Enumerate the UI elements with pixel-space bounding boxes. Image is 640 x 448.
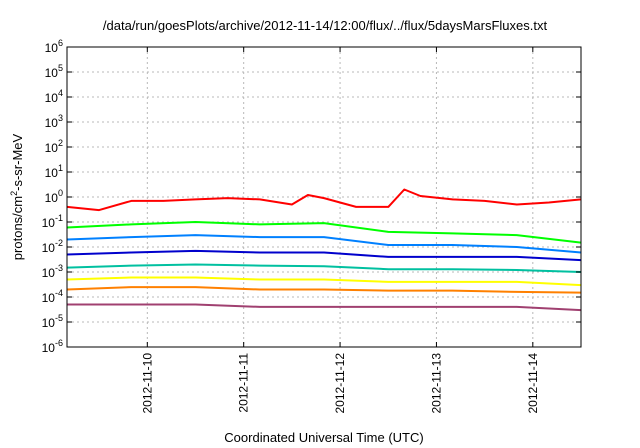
series-line-2 — [66, 221, 582, 244]
series-line-5 — [66, 263, 582, 273]
series-line-7 — [66, 286, 582, 294]
y-tick-label: 104 — [45, 88, 63, 105]
x-tick-label: 2012-11-14 — [526, 353, 540, 414]
y-tick-label: 100 — [45, 188, 63, 205]
y-axis-label: protons/cm2-s-sr-MeV — [9, 133, 25, 260]
y-tick-label: 10-5 — [42, 313, 63, 330]
y-tick-label: 10-2 — [42, 238, 63, 255]
chart-title: /data/run/goesPlots/archive/2012-11-14/1… — [103, 18, 548, 33]
y-tick-label: 10-1 — [42, 213, 63, 230]
series-line-4 — [66, 249, 582, 262]
y-tick-label: 103 — [45, 113, 63, 130]
series-lines — [66, 188, 582, 312]
x-tick-label: 2012-11-11 — [237, 353, 251, 413]
x-axis: 2012-11-10 2012-11-11 2012-11-12 2012-11-13… — [140, 47, 540, 414]
y-axis: 10-6 10-5 10-4 10-3 10-2 10-1 100 101 102 103 104 1… — [42, 38, 581, 355]
series-line-6 — [66, 276, 582, 287]
y-tick-label: 10-6 — [42, 338, 63, 355]
series-line-8 — [67, 303, 582, 312]
y-tick-label: 106 — [45, 38, 63, 55]
y-tick-label: 105 — [45, 63, 63, 80]
series-line-1 — [66, 188, 582, 212]
y-tick-label: 101 — [45, 163, 63, 180]
grid-lines — [67, 47, 581, 347]
y-tick-label: 10-3 — [42, 263, 63, 280]
y-tick-label: 10-4 — [42, 288, 63, 305]
x-tick-label: 2012-11-13 — [429, 353, 443, 414]
x-tick-label: 2012-11-12 — [333, 353, 347, 414]
y-tick-label: 102 — [45, 138, 63, 155]
series-line-3 — [66, 234, 582, 254]
x-tick-label: 2012-11-10 — [140, 353, 154, 414]
x-axis-label: Coordinated Universal Time (UTC) — [224, 430, 423, 445]
